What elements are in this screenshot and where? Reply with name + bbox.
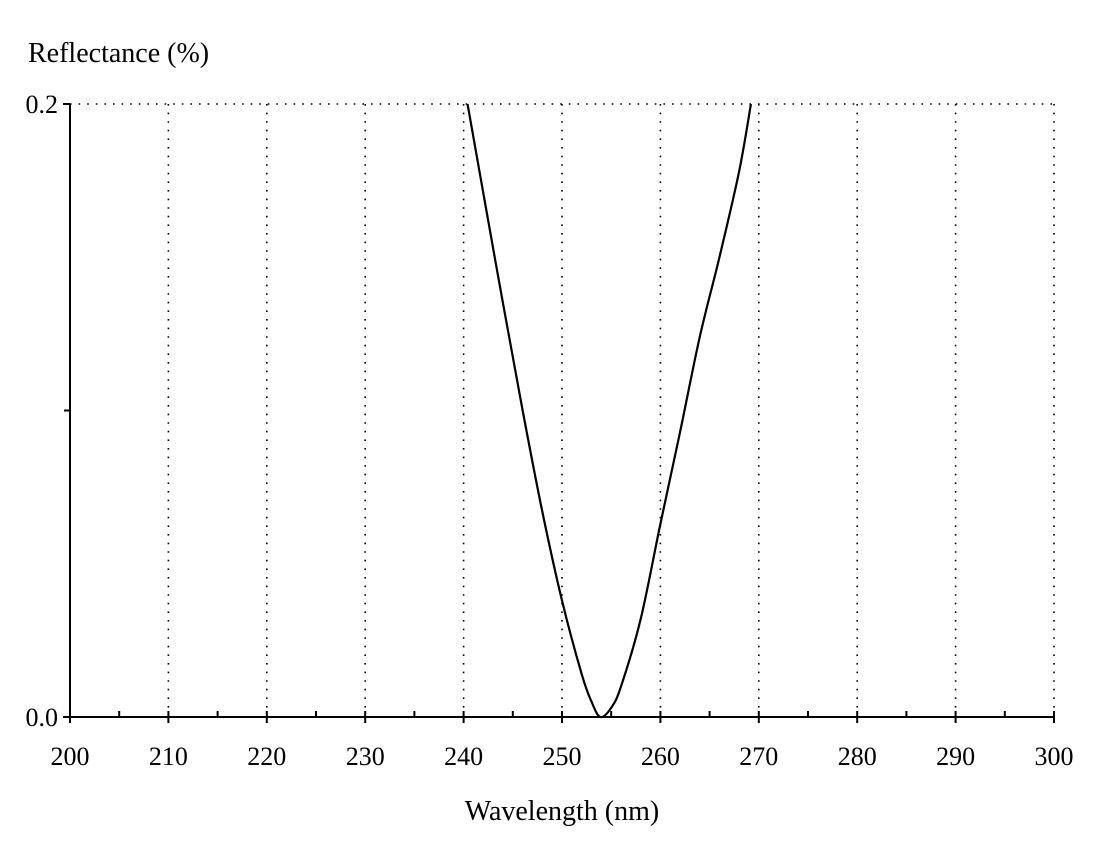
- y-tick-label-0: 0.0: [26, 703, 59, 732]
- axes: [69, 104, 1054, 718]
- series: [466, 103, 753, 719]
- x-tick-label-270: 270: [739, 742, 778, 771]
- x-tick-label-260: 260: [641, 742, 680, 771]
- x-tick-label-220: 220: [247, 742, 286, 771]
- y-tick-label-0.2: 0.2: [26, 90, 59, 119]
- x-tick-label-240: 240: [444, 742, 483, 771]
- x-tick-label-300: 300: [1035, 742, 1074, 771]
- x-tick-label-290: 290: [936, 742, 975, 771]
- tick-labels: 200 210 220 230 240 250 260 270 280 290 300 0.0 0.2: [26, 90, 1074, 771]
- x-tick-label-250: 250: [543, 742, 582, 771]
- x-tick-label-280: 280: [838, 742, 877, 771]
- x-axis-title: Wavelength (nm): [465, 796, 659, 827]
- x-tick-label-230: 230: [346, 742, 385, 771]
- x-tick-label-210: 210: [149, 742, 188, 771]
- reflectance-series-line-0: [466, 103, 753, 719]
- grid-lines: [70, 103, 1055, 717]
- tick-marks: [63, 103, 1055, 723]
- x-tick-label-200: 200: [51, 742, 90, 771]
- y-axis-title: Reflectance (%): [28, 38, 209, 69]
